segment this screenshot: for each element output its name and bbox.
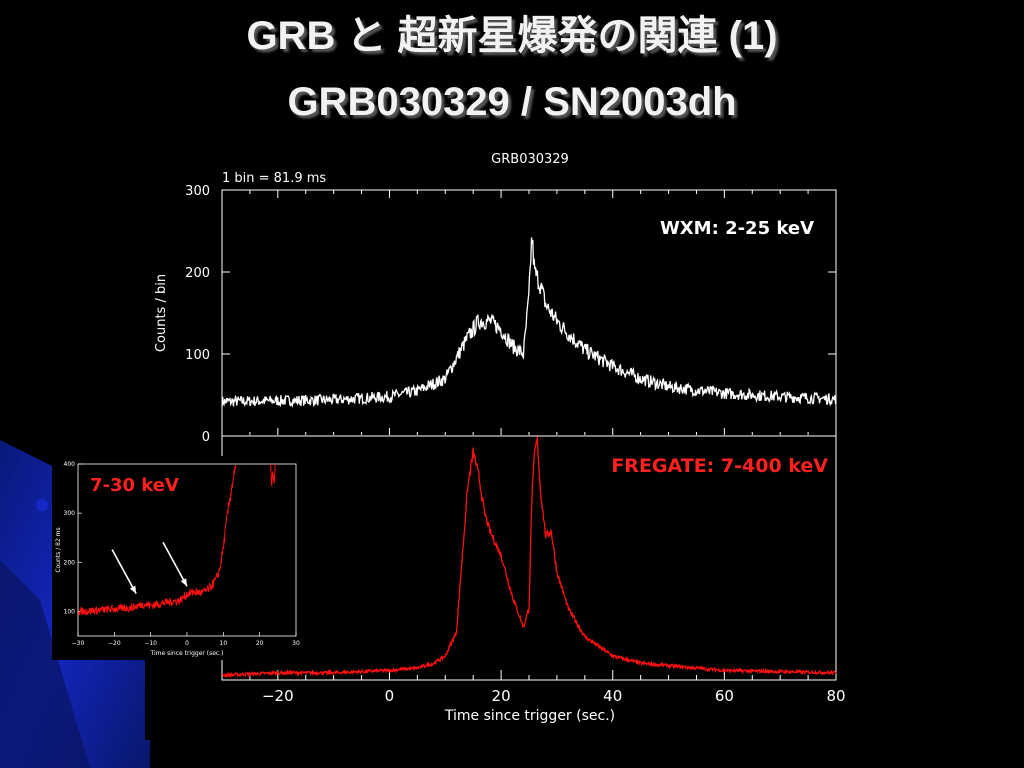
y-axis-label: Counts / bin xyxy=(154,274,169,352)
top-y-tick-label: 200 xyxy=(185,266,210,281)
x-tick-label: −20 xyxy=(262,687,294,705)
inset-x-axis: −30 −20 −10 0 10 20 30 xyxy=(72,632,300,647)
slide-title-line2: GRB030329 / SN2003dh xyxy=(287,80,737,124)
inset-x-tick-label: −10 xyxy=(144,640,157,647)
top-y-tick-label: 100 xyxy=(185,348,210,363)
top-y-axis: 0 100 200 300 xyxy=(185,184,836,445)
wxm-label: WXM: 2-25 keV xyxy=(660,218,814,239)
chart-title: GRB030329 xyxy=(491,152,569,167)
inset-x-tick-label: 10 xyxy=(220,640,228,647)
inset-background xyxy=(52,456,300,660)
inset-x-tick-label: 30 xyxy=(292,640,300,647)
inset-arrow-head xyxy=(180,578,187,587)
inset-xlabel: Time since trigger (sec.) xyxy=(150,650,224,657)
slide-title-line1: GRB と 超新星爆発の関連 (1) xyxy=(246,14,778,58)
x-tick-label: 20 xyxy=(492,687,511,705)
inset-y-axis: 100 200 300 400 xyxy=(64,461,82,615)
fregate-series-line xyxy=(221,436,837,679)
inset-chart: 100 200 300 400 −30 −20 −10 0 10 20 30 Counts / 8… xyxy=(52,456,300,660)
inset-x-tick-label: 20 xyxy=(256,640,264,647)
inset-ylabel: Counts / 82 ms xyxy=(55,527,62,572)
x-tick-label: 40 xyxy=(603,687,622,705)
blue-decor-shape-2 xyxy=(0,560,90,768)
inset-series-line xyxy=(77,463,276,616)
bin-note: 1 bin = 81.9 ms xyxy=(222,171,326,186)
inset-x-tick-label: 0 xyxy=(185,640,189,647)
bottom-x-axis: −20 0 20 40 60 80 xyxy=(221,670,846,705)
inset-arrows xyxy=(111,541,188,594)
inset-x-tick-label: −20 xyxy=(108,640,121,647)
inset-arrow-head xyxy=(129,585,137,594)
x-tick-label: 60 xyxy=(715,687,734,705)
inset-y-tick-label: 400 xyxy=(64,461,76,468)
top-x-ticks xyxy=(221,190,837,435)
inset-energy-label: 7-30 keV xyxy=(90,475,179,496)
inset-y-tick-label: 100 xyxy=(64,608,76,615)
inset-x-tick-label: −30 xyxy=(72,640,85,647)
inset-y-tick-label: 300 xyxy=(64,510,76,517)
bullet-dot xyxy=(36,499,48,511)
inset-arrow-shaft xyxy=(111,549,137,594)
inset-y-tick-label: 200 xyxy=(64,559,76,566)
x-tick-label: 0 xyxy=(385,687,395,705)
inset-arrow-shaft xyxy=(162,541,188,587)
x-tick-label: 80 xyxy=(826,687,845,705)
top-y-tick-label: 300 xyxy=(185,184,210,199)
x-axis-label: Time since trigger (sec.) xyxy=(444,708,615,724)
wxm-series-line xyxy=(221,237,837,408)
fregate-label: FREGATE: 7-400 keV xyxy=(611,455,828,477)
top-y-tick-label: 0 xyxy=(202,430,210,445)
